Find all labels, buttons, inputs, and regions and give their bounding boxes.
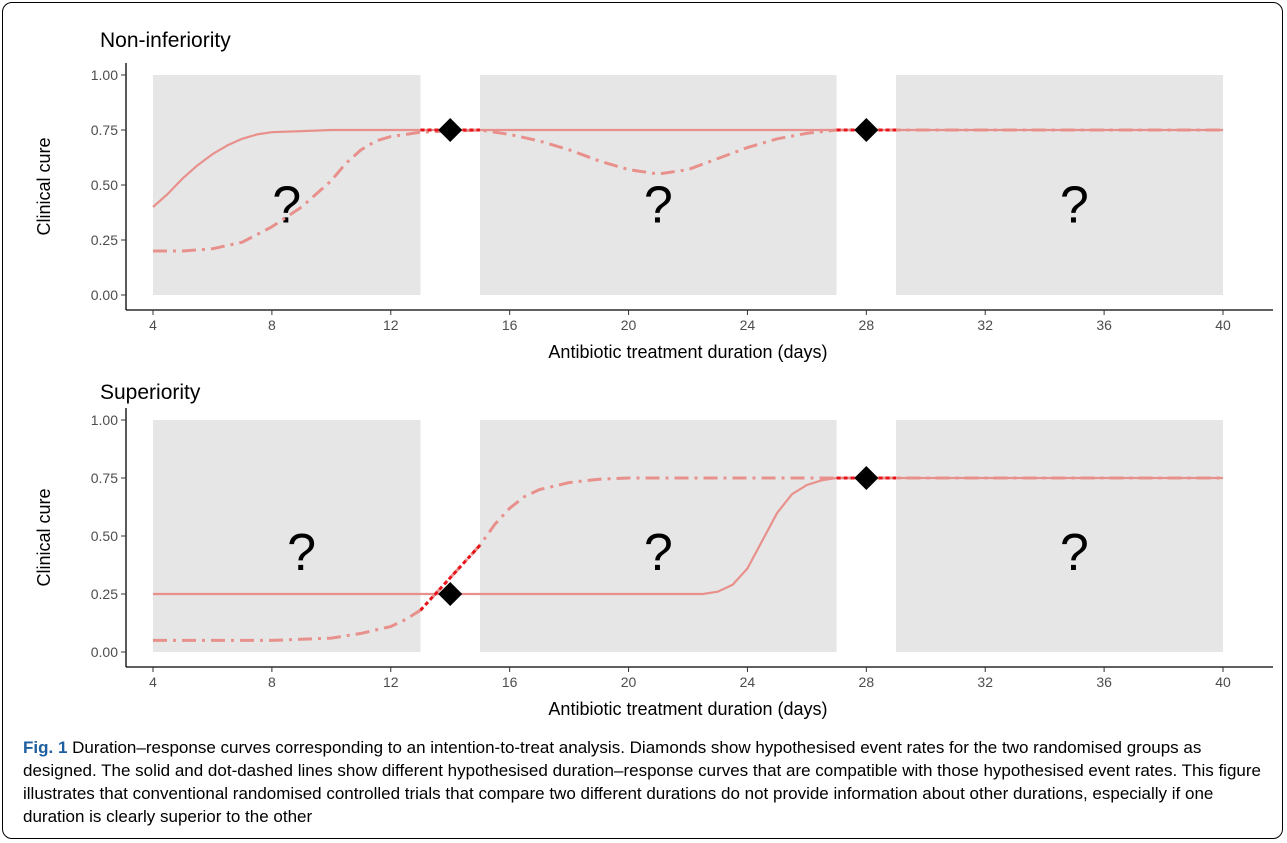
shaded-region [896, 75, 1223, 295]
x-tick-label: 12 [383, 674, 399, 690]
y-axis-label: Clinical cure [34, 137, 54, 235]
dot-dashed-curve [153, 476, 1223, 642]
y-tick-label: 0.00 [91, 644, 118, 660]
x-tick-label: 4 [149, 674, 157, 690]
x-tick-label: 16 [502, 674, 518, 690]
shaded-region [479, 75, 837, 295]
x-tick-label: 16 [502, 317, 518, 333]
chart-panel-2: 0.00 0.25 0.50 0.75 1.00 4 8 12 16 20 24 28 32 36 40 Su… [34, 381, 1273, 719]
y-tick-label: 0.50 [91, 528, 118, 544]
figure-charts: 0.00 0.25 0.50 0.75 1.00 4 8 12 16 20 24 28 32 36 40 No… [34, 29, 1273, 719]
shaded-region [479, 420, 837, 652]
y-tick-label: 0.25 [91, 232, 118, 248]
x-tick-label: 8 [268, 317, 276, 333]
x-tick-label: 20 [621, 317, 637, 333]
unknown-marker: ? [287, 524, 316, 582]
unknown-marker: ? [1060, 524, 1089, 582]
y-tick-label: 0.50 [91, 177, 118, 193]
x-tick-label: 28 [859, 674, 875, 690]
y-tick-label: 1.00 [91, 412, 118, 428]
shaded-region [153, 75, 421, 295]
x-tick-label: 4 [149, 317, 157, 333]
x-tick-label: 24 [740, 674, 756, 690]
x-axis-label: Antibiotic treatment duration (days) [548, 699, 827, 719]
figure-caption: Fig. 1 Duration–response curves correspo… [23, 736, 1273, 828]
x-tick-label: 40 [1215, 674, 1231, 690]
chart-panel-1: 0.00 0.25 0.50 0.75 1.00 4 8 12 16 20 24 28 32 36 40 No… [34, 29, 1273, 362]
solid-curve [152, 128, 1223, 208]
x-tick-label: 36 [1096, 317, 1112, 333]
diamond-marker [438, 582, 463, 606]
x-tick-label: 8 [268, 674, 276, 690]
bridge-segment [419, 544, 482, 612]
x-axis-label: Antibiotic treatment duration (days) [548, 342, 827, 362]
diamond-marker [854, 118, 879, 142]
y-tick-label: 0.75 [91, 470, 118, 486]
unknown-marker: ? [644, 177, 673, 235]
diamond-marker [438, 118, 463, 142]
unknown-marker: ? [272, 177, 301, 235]
x-tick-label: 36 [1096, 674, 1112, 690]
unknown-marker: ? [1060, 177, 1089, 235]
x-tick-label: 24 [740, 317, 756, 333]
caption-label: Fig. 1 [23, 738, 68, 757]
chart-title: Superiority [100, 381, 201, 404]
x-tick-label: 32 [977, 317, 993, 333]
y-tick-label: 0.00 [91, 287, 118, 303]
diamond-marker [854, 466, 879, 490]
y-tick-label: 0.25 [91, 586, 118, 602]
unknown-marker: ? [644, 524, 673, 582]
shaded-region [153, 420, 421, 652]
x-tick-label: 28 [859, 317, 875, 333]
y-tick-label: 0.75 [91, 122, 118, 138]
y-tick-label: 1.00 [91, 67, 118, 83]
x-tick-label: 20 [621, 674, 637, 690]
y-axis-label: Clinical cure [34, 488, 54, 586]
x-tick-label: 12 [383, 317, 399, 333]
chart-title: Non-inferiority [100, 29, 231, 52]
caption-text: Duration–response curves corresponding t… [23, 738, 1261, 826]
x-tick-label: 40 [1215, 317, 1231, 333]
shaded-region [896, 420, 1223, 652]
x-tick-label: 32 [977, 674, 993, 690]
